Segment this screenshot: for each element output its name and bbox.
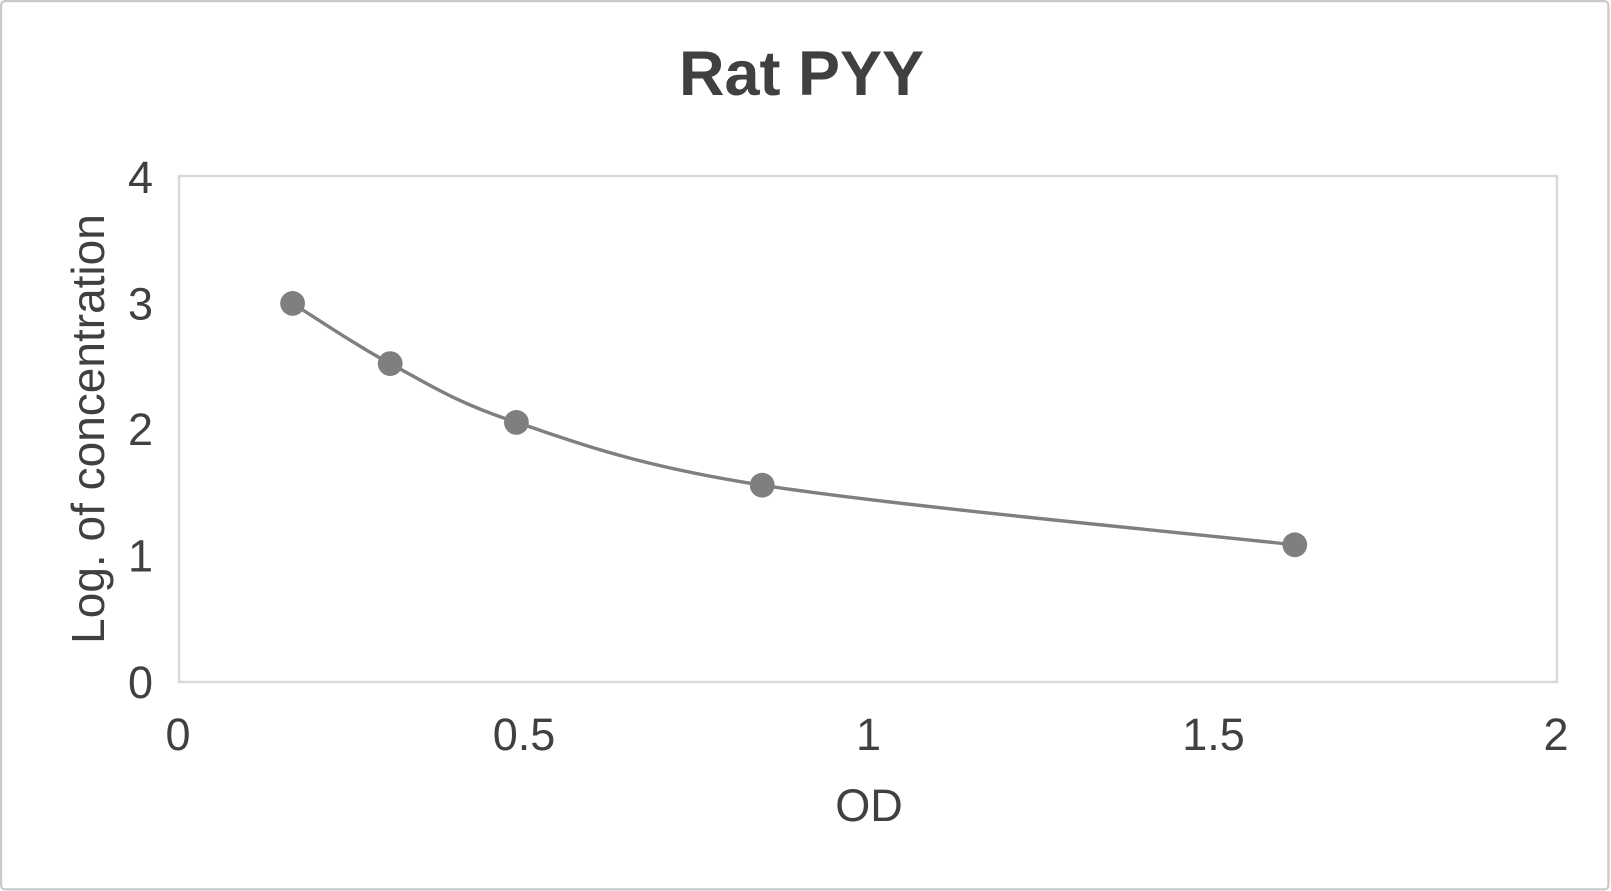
svg-text:2: 2: [1543, 709, 1568, 760]
svg-text:OD: OD: [835, 780, 903, 831]
svg-text:1: 1: [128, 531, 153, 582]
svg-text:0.5: 0.5: [493, 709, 556, 760]
svg-text:0: 0: [165, 709, 190, 760]
svg-text:Log. of concentration: Log. of concentration: [62, 214, 114, 644]
svg-text:1.5: 1.5: [1182, 709, 1245, 760]
svg-text:1: 1: [856, 709, 881, 760]
svg-text:0: 0: [128, 657, 153, 708]
svg-text:Rat PYY: Rat PYY: [679, 39, 924, 109]
svg-text:4: 4: [128, 152, 153, 203]
svg-text:3: 3: [128, 279, 153, 330]
svg-text:2: 2: [128, 404, 153, 455]
